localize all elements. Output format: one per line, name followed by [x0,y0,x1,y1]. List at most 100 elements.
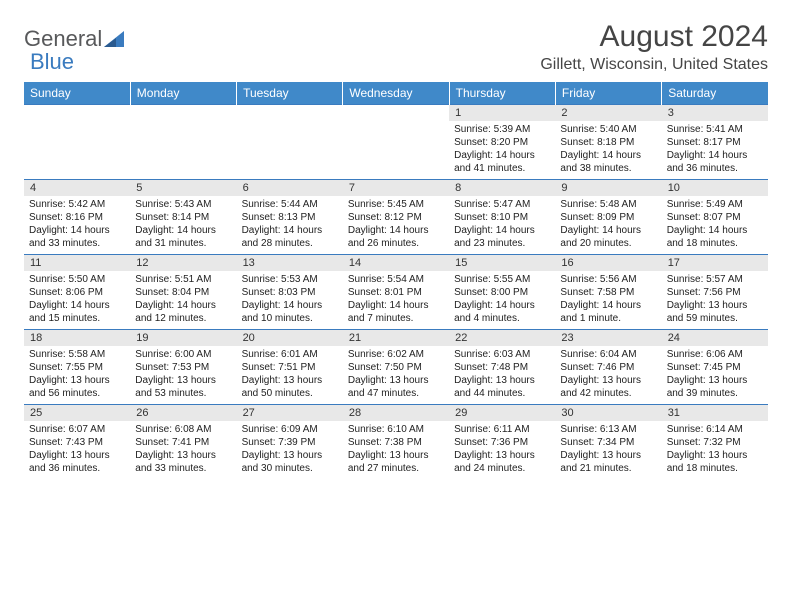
day-content-cell: Sunrise: 6:09 AMSunset: 7:39 PMDaylight:… [237,421,343,479]
day-number-cell: 23 [555,330,661,347]
day-content-cell: Sunrise: 6:11 AMSunset: 7:36 PMDaylight:… [449,421,555,479]
day-number-cell: 14 [343,255,449,272]
day-number-cell: 3 [662,105,768,122]
day-content-cell: Sunrise: 5:40 AMSunset: 8:18 PMDaylight:… [555,121,661,180]
day-details: Sunrise: 6:00 AMSunset: 7:53 PMDaylight:… [135,348,231,400]
weekday-header: Saturday [662,82,768,105]
day-details: Sunrise: 5:57 AMSunset: 7:56 PMDaylight:… [667,273,763,325]
day-details: Sunrise: 6:14 AMSunset: 7:32 PMDaylight:… [667,423,763,475]
day-number-cell: 31 [662,405,768,422]
day-content-row: Sunrise: 5:58 AMSunset: 7:55 PMDaylight:… [24,346,768,405]
day-content-cell: Sunrise: 6:07 AMSunset: 7:43 PMDaylight:… [24,421,130,479]
day-details: Sunrise: 5:49 AMSunset: 8:07 PMDaylight:… [667,198,763,250]
day-details: Sunrise: 5:48 AMSunset: 8:09 PMDaylight:… [560,198,656,250]
day-details: Sunrise: 5:51 AMSunset: 8:04 PMDaylight:… [135,273,231,325]
day-number-cell: 20 [237,330,343,347]
day-details: Sunrise: 6:10 AMSunset: 7:38 PMDaylight:… [348,423,444,475]
weekday-header: Thursday [449,82,555,105]
day-number-cell: 28 [343,405,449,422]
weekday-header: Tuesday [237,82,343,105]
day-number-cell: 18 [24,330,130,347]
logo-triangle-icon [104,31,124,47]
day-number-row: 45678910 [24,180,768,197]
day-content-cell: Sunrise: 6:06 AMSunset: 7:45 PMDaylight:… [662,346,768,405]
day-number-cell: 12 [130,255,236,272]
day-number-cell: 10 [662,180,768,197]
day-number-cell: 4 [24,180,130,197]
day-number-cell: 9 [555,180,661,197]
day-number-cell: 25 [24,405,130,422]
day-content-row: Sunrise: 5:39 AMSunset: 8:20 PMDaylight:… [24,121,768,180]
day-content-row: Sunrise: 5:42 AMSunset: 8:16 PMDaylight:… [24,196,768,255]
day-number-cell: 6 [237,180,343,197]
day-content-cell: Sunrise: 6:10 AMSunset: 7:38 PMDaylight:… [343,421,449,479]
weekday-header: Sunday [24,82,130,105]
day-details: Sunrise: 5:56 AMSunset: 7:58 PMDaylight:… [560,273,656,325]
day-number-cell: 30 [555,405,661,422]
day-details: Sunrise: 6:04 AMSunset: 7:46 PMDaylight:… [560,348,656,400]
brand-logo: General [24,20,126,52]
day-content-cell: Sunrise: 5:39 AMSunset: 8:20 PMDaylight:… [449,121,555,180]
day-details: Sunrise: 5:44 AMSunset: 8:13 PMDaylight:… [242,198,338,250]
day-details: Sunrise: 6:07 AMSunset: 7:43 PMDaylight:… [29,423,125,475]
day-content-cell: Sunrise: 5:43 AMSunset: 8:14 PMDaylight:… [130,196,236,255]
day-number-cell: 7 [343,180,449,197]
day-content-cell: Sunrise: 5:57 AMSunset: 7:56 PMDaylight:… [662,271,768,330]
month-title: August 2024 [540,20,768,54]
day-content-cell: Sunrise: 6:14 AMSunset: 7:32 PMDaylight:… [662,421,768,479]
day-number-cell: 2 [555,105,661,122]
day-content-cell: Sunrise: 5:47 AMSunset: 8:10 PMDaylight:… [449,196,555,255]
day-details: Sunrise: 6:08 AMSunset: 7:41 PMDaylight:… [135,423,231,475]
day-content-cell: Sunrise: 5:51 AMSunset: 8:04 PMDaylight:… [130,271,236,330]
day-content-cell: Sunrise: 6:00 AMSunset: 7:53 PMDaylight:… [130,346,236,405]
title-block: August 2024 Gillett, Wisconsin, United S… [540,20,768,74]
day-content-cell: Sunrise: 6:03 AMSunset: 7:48 PMDaylight:… [449,346,555,405]
day-content-cell: Sunrise: 5:54 AMSunset: 8:01 PMDaylight:… [343,271,449,330]
day-details: Sunrise: 5:53 AMSunset: 8:03 PMDaylight:… [242,273,338,325]
day-details: Sunrise: 5:58 AMSunset: 7:55 PMDaylight:… [29,348,125,400]
weekday-header-row: SundayMondayTuesdayWednesdayThursdayFrid… [24,82,768,105]
day-content-cell: Sunrise: 6:13 AMSunset: 7:34 PMDaylight:… [555,421,661,479]
day-content-cell: Sunrise: 5:42 AMSunset: 8:16 PMDaylight:… [24,196,130,255]
day-content-cell: Sunrise: 5:50 AMSunset: 8:06 PMDaylight:… [24,271,130,330]
day-content-cell [343,121,449,180]
brand-name-2: Blue [30,49,74,75]
day-content-cell: Sunrise: 6:08 AMSunset: 7:41 PMDaylight:… [130,421,236,479]
day-content-cell: Sunrise: 5:53 AMSunset: 8:03 PMDaylight:… [237,271,343,330]
day-number-cell: 17 [662,255,768,272]
day-number-row: 123 [24,105,768,122]
day-details: Sunrise: 5:45 AMSunset: 8:12 PMDaylight:… [348,198,444,250]
day-content-cell [130,121,236,180]
day-number-row: 18192021222324 [24,330,768,347]
day-number-cell: 5 [130,180,236,197]
weekday-header: Friday [555,82,661,105]
day-details: Sunrise: 5:55 AMSunset: 8:00 PMDaylight:… [454,273,550,325]
day-details: Sunrise: 6:13 AMSunset: 7:34 PMDaylight:… [560,423,656,475]
day-number-cell: 22 [449,330,555,347]
day-number-cell: 1 [449,105,555,122]
day-content-cell: Sunrise: 5:49 AMSunset: 8:07 PMDaylight:… [662,196,768,255]
day-number-cell: 21 [343,330,449,347]
day-content-row: Sunrise: 5:50 AMSunset: 8:06 PMDaylight:… [24,271,768,330]
page-header: General August 2024 Gillett, Wisconsin, … [24,20,768,74]
day-content-row: Sunrise: 6:07 AMSunset: 7:43 PMDaylight:… [24,421,768,479]
day-number-cell: 11 [24,255,130,272]
day-details: Sunrise: 5:50 AMSunset: 8:06 PMDaylight:… [29,273,125,325]
day-number-cell: 24 [662,330,768,347]
day-details: Sunrise: 6:09 AMSunset: 7:39 PMDaylight:… [242,423,338,475]
day-content-cell: Sunrise: 5:55 AMSunset: 8:00 PMDaylight:… [449,271,555,330]
calendar-table: SundayMondayTuesdayWednesdayThursdayFrid… [24,82,768,479]
day-number-cell: 15 [449,255,555,272]
day-content-cell [24,121,130,180]
day-details: Sunrise: 6:02 AMSunset: 7:50 PMDaylight:… [348,348,444,400]
day-details: Sunrise: 6:03 AMSunset: 7:48 PMDaylight:… [454,348,550,400]
weekday-header: Wednesday [343,82,449,105]
day-content-cell: Sunrise: 6:02 AMSunset: 7:50 PMDaylight:… [343,346,449,405]
day-number-cell: 29 [449,405,555,422]
day-number-cell: 16 [555,255,661,272]
day-number-cell: 26 [130,405,236,422]
day-number-cell: 19 [130,330,236,347]
day-content-cell: Sunrise: 5:58 AMSunset: 7:55 PMDaylight:… [24,346,130,405]
day-details: Sunrise: 5:47 AMSunset: 8:10 PMDaylight:… [454,198,550,250]
day-content-cell: Sunrise: 5:56 AMSunset: 7:58 PMDaylight:… [555,271,661,330]
